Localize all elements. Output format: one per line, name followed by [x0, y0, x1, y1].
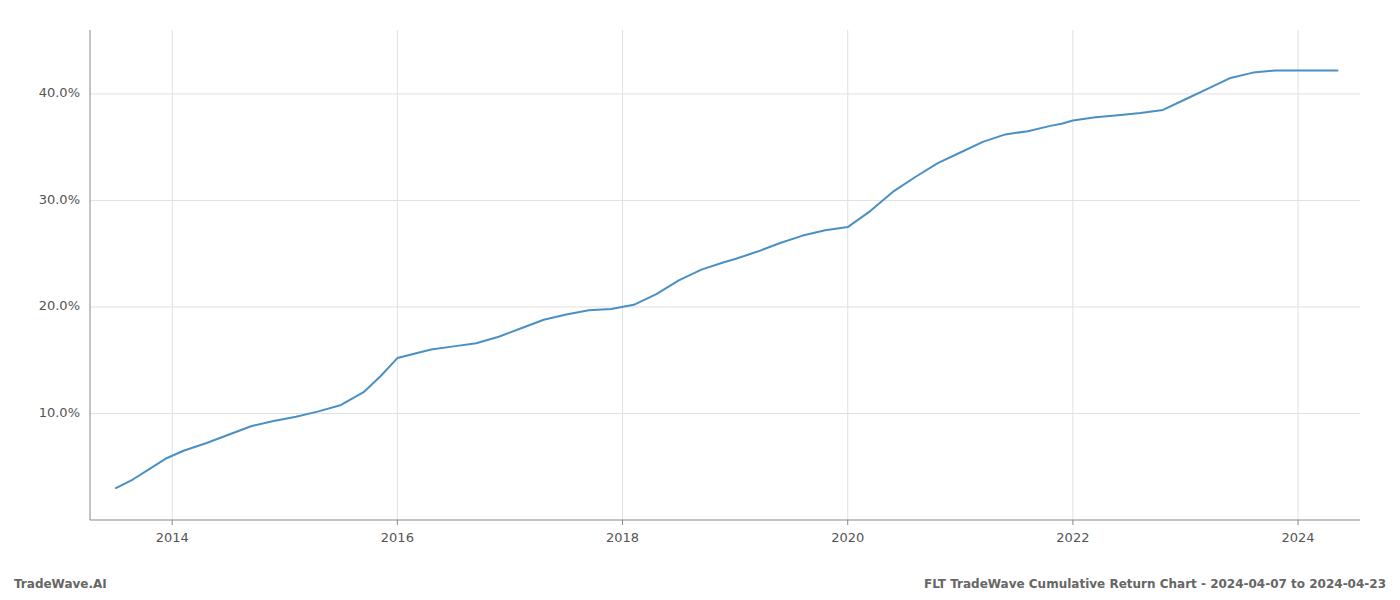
x-grid-line	[1298, 30, 1299, 520]
y-grid-line	[90, 306, 1360, 307]
x-axis-line	[90, 520, 1360, 521]
x-tick-mark	[172, 520, 173, 525]
x-tick-label: 2016	[381, 530, 414, 545]
x-grid-line	[397, 30, 398, 520]
y-tick-label: 20.0%	[39, 298, 80, 313]
chart-container: 10.0% 20.0% 30.0% 40.0% 2014 2016 2018 2020 2022…	[0, 0, 1400, 600]
x-grid-line	[1072, 30, 1073, 520]
chart-svg: 10.0% 20.0% 30.0% 40.0% 2014 2016 2018 2020 2022…	[0, 0, 1400, 600]
x-grid-line	[847, 30, 848, 520]
y-grid-line	[90, 200, 1360, 201]
y-grid-line	[90, 93, 1360, 94]
y-tick-label: 30.0%	[39, 192, 80, 207]
x-tick-mark	[1298, 520, 1299, 525]
footer-text: FLT TradeWave Cumulative Return Chart - …	[924, 577, 1386, 591]
x-tick-label: 2022	[1056, 530, 1089, 545]
y-tick-label: 40.0%	[39, 85, 80, 100]
y-tick-label: 10.0%	[39, 405, 80, 420]
y-grid-line	[90, 413, 1360, 414]
x-tick-label: 2018	[606, 530, 639, 545]
grid	[90, 30, 1360, 520]
y-axis-line	[90, 30, 91, 520]
x-grid-line	[172, 30, 173, 520]
x-tick-label: 2020	[831, 530, 864, 545]
x-grid-line	[622, 30, 623, 520]
return-line	[116, 70, 1338, 488]
x-tick-mark	[397, 520, 398, 525]
x-tick-mark	[847, 520, 848, 525]
x-tick-label: 2024	[1282, 530, 1315, 545]
x-tick-label: 2014	[156, 530, 189, 545]
plot-area	[116, 70, 1338, 488]
footer-text: TradeWave.AI	[14, 577, 107, 591]
axes: 10.0% 20.0% 30.0% 40.0% 2014 2016 2018 2020 2022…	[39, 30, 1360, 545]
x-tick-mark	[1072, 520, 1073, 525]
x-tick-mark	[622, 520, 623, 525]
